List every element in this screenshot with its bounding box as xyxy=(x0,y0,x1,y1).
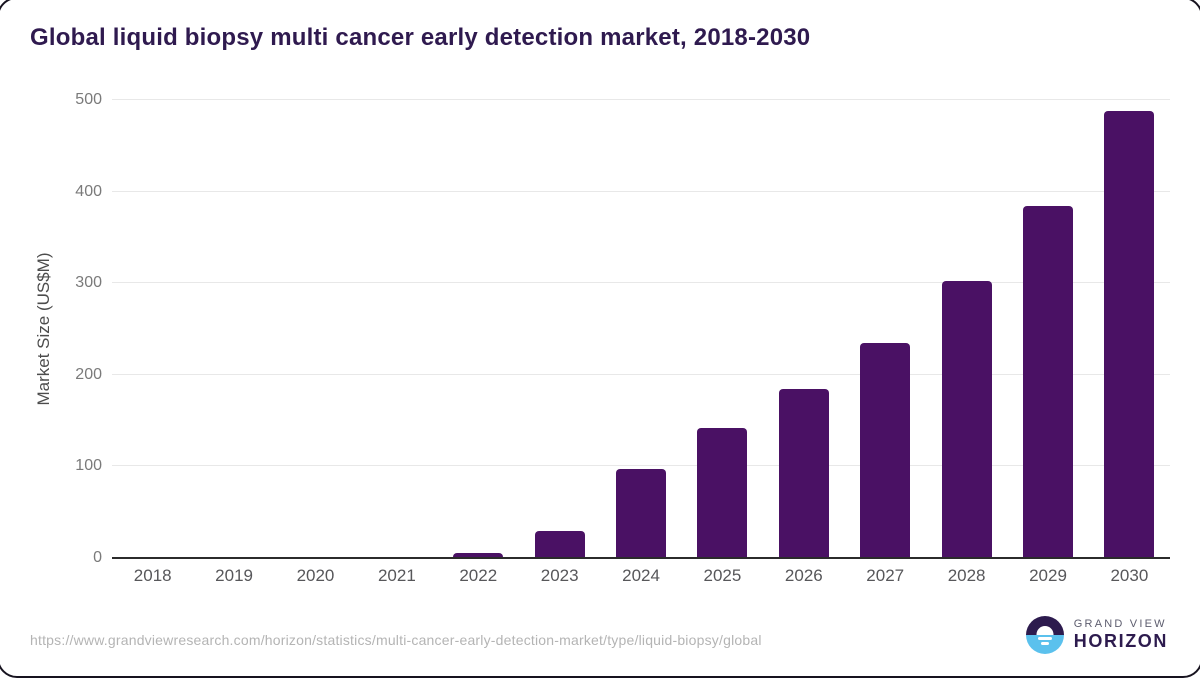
x-tick-2030: 2030 xyxy=(1110,566,1149,585)
y-tick-200: 200 xyxy=(75,365,102,383)
bar-column-2019 xyxy=(193,100,274,558)
bar-column-2027 xyxy=(845,100,926,558)
x-tick-2022: 2022 xyxy=(459,566,498,585)
gridline-500 xyxy=(112,99,1170,100)
bar-column-2025 xyxy=(682,100,763,558)
x-tick-2027: 2027 xyxy=(866,566,905,585)
bar-column-2026 xyxy=(763,100,844,558)
x-axis-line xyxy=(112,557,1170,559)
y-tick-300: 300 xyxy=(75,274,102,292)
x-tick-2026: 2026 xyxy=(784,566,823,585)
source-url: https://www.grandviewresearch.com/horizo… xyxy=(30,632,762,648)
gridline-100 xyxy=(112,465,1170,467)
gridline-400 xyxy=(112,190,1170,192)
brand-logo: GRAND VIEW HORIZON xyxy=(1025,616,1168,654)
reflection-line-1 xyxy=(1037,637,1052,640)
y-tick-100: 100 xyxy=(75,457,102,475)
reflection-line-2 xyxy=(1040,642,1049,645)
x-tick-2028: 2028 xyxy=(947,566,986,585)
bar-2027 xyxy=(860,342,911,558)
x-axis-tick-labels: 2018 2019 2020 2021 2022 2023 2024 2025 2026 2027… xyxy=(112,566,1170,586)
bar-column-2024 xyxy=(600,100,681,558)
bar-2024 xyxy=(616,469,667,558)
y-tick-400: 400 xyxy=(75,182,102,200)
y-tick-500: 500 xyxy=(75,91,102,108)
x-tick-2024: 2024 xyxy=(622,566,660,585)
bar-column-2018 xyxy=(112,100,193,558)
logo-text-bottom: HORIZON xyxy=(1073,630,1168,651)
bar-column-2028 xyxy=(926,100,1007,558)
gridline-200 xyxy=(112,373,1170,375)
x-tick-2019: 2019 xyxy=(215,566,253,585)
x-tick-2023: 2023 xyxy=(540,566,579,585)
bar-column-2021 xyxy=(356,100,437,558)
bar-2025 xyxy=(697,427,748,558)
x-tick-2025: 2025 xyxy=(703,566,742,585)
bar-series xyxy=(112,100,1170,558)
bar-2022 xyxy=(453,552,504,558)
sunrise-horizon-icon xyxy=(1025,616,1064,654)
bar-2026 xyxy=(778,389,829,558)
logo-text-top: GRAND VIEW xyxy=(1073,617,1167,630)
bar-column-2022 xyxy=(438,100,519,558)
logo-text: GRAND VIEW HORIZON xyxy=(1074,618,1168,653)
bar-2023 xyxy=(534,530,585,558)
bar-2029 xyxy=(1022,206,1073,558)
bar-column-2029 xyxy=(1007,100,1088,558)
x-tick-2020: 2020 xyxy=(296,566,335,585)
x-tick-2029: 2029 xyxy=(1029,566,1067,585)
chart-title: Global liquid biopsy multi cancer early … xyxy=(30,24,811,51)
bar-column-2030 xyxy=(1089,100,1170,558)
bar-column-2020 xyxy=(275,100,356,558)
plot-area xyxy=(112,99,1170,559)
bar-2028 xyxy=(941,281,992,558)
sun-dome-shape xyxy=(1036,626,1054,635)
bar-column-2023 xyxy=(519,100,600,558)
x-tick-2021: 2021 xyxy=(377,566,416,585)
gridline-300 xyxy=(112,282,1170,284)
y-tick-0: 0 xyxy=(93,549,102,566)
bar-2030 xyxy=(1104,111,1155,558)
y-axis-tick-labels: 0 100 200 300 400 500 xyxy=(50,92,102,566)
x-tick-2018: 2018 xyxy=(133,566,172,585)
